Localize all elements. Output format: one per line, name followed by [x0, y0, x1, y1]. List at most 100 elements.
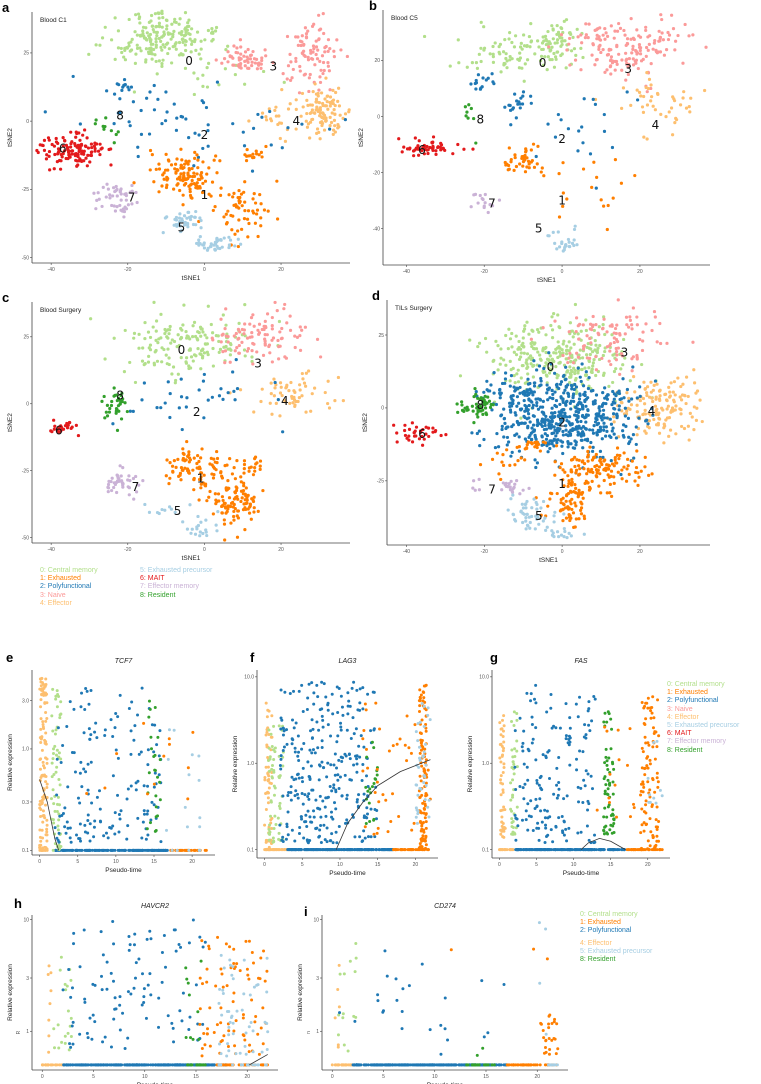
point-cluster-7	[510, 490, 515, 494]
point-cluster-0	[51, 757, 55, 761]
point-cluster-3	[210, 336, 214, 340]
point-cluster-2	[342, 848, 346, 852]
point-cluster-2	[242, 144, 247, 148]
point-cluster-0	[277, 776, 281, 780]
point-cluster-4	[287, 389, 291, 393]
point-cluster-4	[327, 406, 332, 410]
point-cluster-6	[42, 148, 47, 152]
point-cluster-2	[597, 406, 601, 410]
point-cluster-5	[535, 517, 539, 521]
point-cluster-1	[582, 461, 587, 466]
point-cluster-0	[141, 32, 145, 36]
point-cluster-0	[100, 36, 105, 40]
point-cluster-0	[143, 320, 147, 325]
point-cluster-0	[561, 351, 565, 355]
point-cluster-5	[182, 214, 187, 218]
point-cluster-4	[266, 791, 270, 795]
point-cluster-3	[285, 77, 289, 81]
point-cluster-3	[271, 336, 276, 340]
point-cluster-1	[574, 504, 578, 508]
point-cluster-2	[105, 89, 109, 93]
point-cluster-3	[625, 57, 629, 61]
point-cluster-4	[44, 846, 48, 850]
point-cluster-1	[605, 227, 609, 232]
point-cluster-2	[136, 154, 140, 159]
point-cluster-1	[253, 469, 257, 473]
point-cluster-1	[217, 499, 221, 503]
point-cluster-3	[649, 86, 653, 91]
point-cluster-1	[570, 507, 574, 512]
point-cluster-8	[455, 402, 459, 406]
point-cluster-2	[180, 427, 184, 432]
point-cluster-2	[558, 402, 562, 407]
point-cluster-1	[507, 146, 511, 150]
point-cluster-3	[332, 55, 336, 59]
point-cluster-3	[600, 356, 604, 360]
point-cluster-4	[645, 385, 650, 389]
point-cluster-1	[199, 456, 203, 460]
point-cluster-4	[671, 133, 675, 137]
point-cluster-2	[574, 406, 578, 410]
point-cluster-3	[631, 63, 636, 67]
point-cluster-3	[260, 58, 264, 63]
point-cluster-1	[620, 468, 624, 472]
point-cluster-2	[77, 837, 81, 841]
cluster-label: 6	[418, 427, 426, 441]
point-cluster-0	[148, 39, 153, 44]
point-cluster-2	[179, 377, 183, 381]
point-cluster-6	[42, 138, 47, 142]
point-cluster-2	[69, 840, 73, 844]
point-cluster-3	[251, 362, 255, 366]
point-cluster-2	[625, 387, 630, 392]
point-cluster-2	[355, 770, 359, 774]
point-cluster-0	[272, 757, 276, 761]
point-cluster-7	[141, 479, 145, 483]
point-cluster-3	[629, 17, 633, 21]
point-cluster-5	[179, 229, 183, 234]
point-cluster-0	[145, 31, 149, 35]
point-cluster-6	[426, 151, 430, 156]
point-cluster-2	[94, 721, 98, 725]
point-cluster-2	[140, 686, 144, 690]
point-cluster-2	[215, 80, 220, 84]
point-cluster-3	[220, 333, 224, 337]
point-cluster-2	[296, 848, 300, 852]
point-cluster-5	[215, 529, 219, 533]
point-cluster-2	[521, 90, 526, 94]
point-cluster-4	[294, 98, 298, 102]
point-cluster-0	[531, 364, 535, 368]
point-cluster-4	[39, 814, 43, 818]
point-cluster-0	[565, 344, 569, 348]
point-cluster-2	[581, 141, 585, 145]
point-cluster-3	[609, 72, 613, 76]
points	[263, 680, 432, 852]
point-cluster-3	[222, 57, 227, 61]
point-cluster-1	[247, 221, 251, 226]
point-cluster-0	[533, 341, 537, 345]
point-cluster-2	[569, 442, 573, 446]
point-cluster-3	[250, 63, 254, 68]
x-tick-label: 20	[278, 547, 284, 553]
point-cluster-1	[624, 479, 629, 483]
point-cluster-4	[278, 381, 283, 385]
point-cluster-4	[44, 731, 48, 735]
point-cluster-2	[142, 381, 146, 385]
point-cluster-0	[589, 387, 593, 391]
point-cluster-2	[576, 410, 581, 415]
point-cluster-5	[198, 816, 202, 820]
point-cluster-4	[310, 392, 314, 396]
point-cluster-6	[62, 149, 67, 153]
point-cluster-4	[282, 848, 286, 852]
point-cluster-1	[85, 792, 89, 796]
point-cluster-2	[116, 715, 120, 719]
point-cluster-2	[358, 848, 362, 852]
point-cluster-2	[578, 392, 582, 396]
point-cluster-1	[266, 209, 270, 213]
point-cluster-4	[620, 409, 624, 413]
point-cluster-0	[569, 49, 574, 53]
point-cluster-2	[592, 424, 596, 428]
point-cluster-3	[635, 315, 639, 319]
point-cluster-0	[553, 41, 557, 45]
point-cluster-2	[177, 406, 181, 410]
point-cluster-4	[662, 441, 666, 445]
